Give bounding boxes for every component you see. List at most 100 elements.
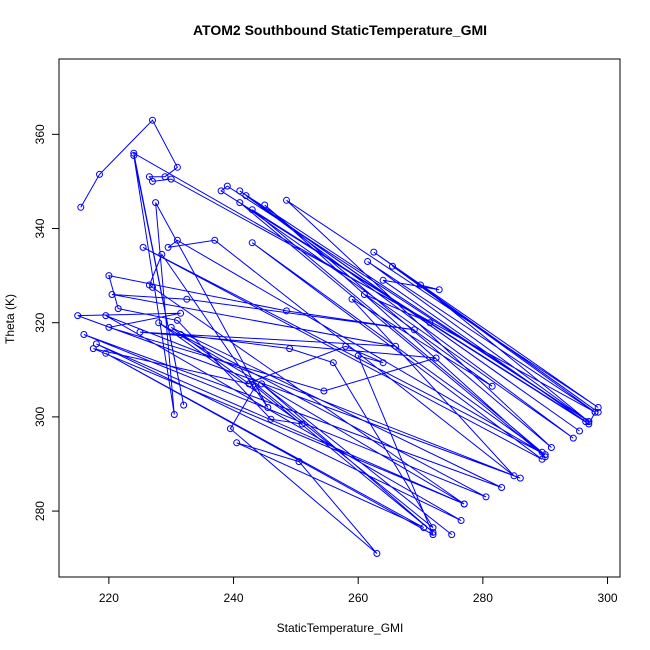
data-point — [77, 203, 85, 211]
data-point — [183, 295, 191, 303]
data-point — [283, 196, 290, 204]
data-point — [320, 387, 328, 395]
data-point — [457, 517, 465, 524]
data-point — [585, 418, 593, 426]
data-point — [80, 331, 88, 338]
data-point — [286, 345, 294, 353]
data-point — [136, 328, 144, 336]
data-point — [329, 359, 337, 367]
data-point — [114, 305, 122, 313]
data-point — [248, 378, 256, 386]
data-point — [283, 307, 290, 315]
data-point — [177, 309, 185, 317]
data-point — [547, 444, 555, 451]
data-point — [170, 411, 178, 418]
data-point — [177, 331, 185, 338]
data-point — [180, 401, 188, 409]
data-point — [448, 531, 456, 539]
data-point — [211, 236, 219, 244]
data-point — [429, 531, 437, 539]
data-point — [538, 455, 546, 463]
data-point — [251, 382, 259, 390]
data-point — [370, 248, 378, 256]
y-tick-label: 340 — [33, 218, 47, 238]
data-point — [102, 312, 110, 320]
data-point — [364, 258, 372, 265]
data-point — [488, 382, 496, 390]
data-point — [264, 404, 272, 411]
data-point — [226, 425, 234, 433]
series-line — [77, 119, 599, 554]
data-point — [594, 404, 602, 411]
data-point — [236, 187, 244, 195]
data-point — [392, 342, 400, 350]
data-point — [130, 152, 138, 159]
data-point — [429, 528, 437, 536]
data-point — [426, 319, 434, 327]
y-tick-label: 300 — [33, 407, 47, 427]
data-point — [258, 380, 266, 388]
x-tick-label: 280 — [473, 591, 493, 605]
data-point — [379, 359, 387, 367]
data-point — [173, 316, 181, 324]
data-point — [173, 236, 181, 244]
y-tick-label: 280 — [33, 501, 47, 521]
data-point — [105, 323, 113, 331]
data-point — [541, 451, 549, 459]
data-point — [173, 163, 181, 171]
data-point — [108, 291, 116, 298]
data-point — [242, 192, 250, 200]
data-point — [373, 550, 381, 557]
x-tick-label: 260 — [348, 591, 368, 605]
data-point — [432, 354, 440, 362]
data-point — [236, 199, 244, 207]
data-point — [248, 206, 256, 214]
data-point — [89, 345, 97, 353]
data-point — [161, 173, 169, 181]
plot-frame — [58, 58, 621, 578]
data-point — [516, 474, 524, 482]
data-point — [510, 472, 518, 480]
data-point — [354, 352, 362, 360]
data-point — [145, 173, 153, 181]
data-point — [149, 283, 156, 291]
data-point — [233, 439, 241, 447]
data-point — [429, 524, 437, 532]
data-point — [155, 319, 163, 327]
series-group — [74, 116, 602, 557]
data-point — [295, 458, 303, 466]
y-tick-label: 360 — [33, 124, 47, 144]
data-point — [167, 323, 175, 331]
y-tick-label: 320 — [33, 312, 47, 332]
data-point — [379, 276, 387, 284]
data-point — [105, 272, 113, 280]
y-axis-label: Theta (K) — [3, 294, 17, 344]
data-point — [130, 149, 138, 157]
y-axis: 280 300 320 340 360 — [33, 124, 60, 521]
x-tick-label: 300 — [598, 591, 618, 605]
data-point — [149, 177, 156, 185]
data-point — [576, 427, 583, 435]
data-point — [217, 187, 225, 195]
data-point — [582, 418, 590, 426]
data-point — [164, 243, 172, 251]
data-point — [348, 295, 356, 303]
data-point — [591, 408, 599, 416]
data-point — [149, 116, 156, 124]
data-point — [248, 239, 256, 247]
data-point — [342, 342, 350, 350]
data-point — [267, 415, 275, 423]
data-point — [158, 250, 166, 258]
data-point — [594, 408, 602, 416]
data-point — [223, 182, 231, 190]
chart-title: ATOM2 Southbound StaticTemperature_GMI — [193, 22, 487, 38]
x-axis-label: StaticTemperature_GMI — [277, 621, 404, 635]
data-point — [389, 262, 396, 270]
data-point — [298, 420, 306, 428]
data-point — [96, 170, 103, 178]
data-point — [139, 243, 147, 251]
data-point — [92, 340, 100, 348]
x-tick-label: 240 — [224, 591, 244, 605]
